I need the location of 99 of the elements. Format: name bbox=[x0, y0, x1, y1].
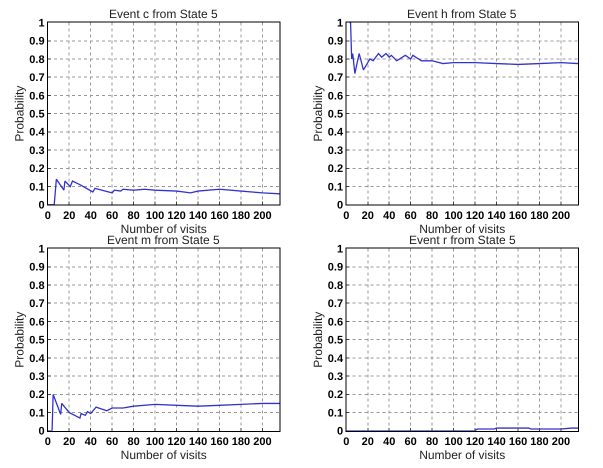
y-tick-label: 0.4 bbox=[29, 352, 46, 365]
y-tick-label: 0.8 bbox=[29, 280, 45, 292]
y-tick-label: 0.1 bbox=[328, 181, 344, 194]
x-axis-title: Number of visits bbox=[419, 222, 506, 236]
y-tick-label: 0.4 bbox=[29, 126, 46, 139]
y-tick-label: 1 bbox=[38, 243, 45, 256]
y-axis-title: Probability bbox=[12, 86, 27, 142]
y-tick-label: 0.9 bbox=[328, 262, 344, 274]
y-tick-label: 0.4 bbox=[328, 126, 344, 139]
y-tick-label: 0.6 bbox=[29, 316, 45, 328]
x-tick-label: 140 bbox=[487, 210, 506, 222]
x-tick-label: 160 bbox=[210, 436, 229, 448]
x-tick-label: 100 bbox=[444, 436, 463, 448]
x-tick-label: 80 bbox=[128, 436, 140, 448]
x-tick-label: 120 bbox=[167, 436, 186, 448]
x-tick-label: 120 bbox=[466, 210, 484, 222]
y-tick-label: 0.5 bbox=[328, 334, 344, 347]
x-tick-label: 160 bbox=[508, 210, 528, 222]
x-tick-label: 20 bbox=[63, 210, 76, 222]
y-tick-label: 1 bbox=[336, 17, 344, 30]
x-tick-label: 80 bbox=[426, 210, 438, 222]
y-tick-label: 0.3 bbox=[328, 144, 344, 157]
y-tick-label: 0 bbox=[38, 200, 45, 212]
x-axis-title: Number of visits bbox=[419, 448, 506, 462]
y-tick-label: 1 bbox=[38, 17, 45, 30]
y-tick-label: 0.9 bbox=[328, 36, 344, 48]
x-tick-label: 20 bbox=[362, 210, 374, 222]
x-tick-label: 120 bbox=[167, 210, 186, 222]
chart-title: Event r from State 5 bbox=[409, 233, 516, 247]
line-series bbox=[48, 178, 280, 205]
y-tick-label: 0.9 bbox=[29, 262, 45, 274]
x-tick-label: 180 bbox=[530, 210, 549, 222]
x-tick-label: 140 bbox=[188, 436, 208, 448]
y-tick-label: 0 bbox=[38, 426, 45, 438]
y-tick-label: 0.5 bbox=[29, 108, 45, 120]
y-axis-title: Probability bbox=[311, 312, 326, 368]
y-tick-label: 0.1 bbox=[29, 407, 45, 420]
y-tick-label: 0.5 bbox=[29, 334, 45, 347]
x-tick-label: 180 bbox=[232, 210, 250, 222]
x-tick-label: 100 bbox=[444, 210, 463, 222]
y-tick-label: 0.3 bbox=[29, 370, 45, 383]
x-tick-label: 60 bbox=[404, 210, 417, 222]
y-tick-label: 0.1 bbox=[29, 181, 45, 194]
x-tick-label: 200 bbox=[552, 210, 570, 222]
x-tick-label: 200 bbox=[253, 210, 272, 222]
line-series bbox=[348, 22, 578, 74]
chart-title: Event m from State 5 bbox=[107, 233, 220, 247]
y-tick-label: 0.2 bbox=[328, 163, 344, 176]
y-tick-label: 0.1 bbox=[328, 407, 344, 420]
x-tick-label: 60 bbox=[404, 436, 417, 448]
x-tick-label: 40 bbox=[84, 436, 97, 448]
x-tick-label: 80 bbox=[128, 210, 140, 222]
y-tick-label: 0 bbox=[336, 426, 344, 438]
y-tick-label: 0.8 bbox=[328, 54, 344, 66]
x-tick-label: 100 bbox=[146, 436, 164, 448]
y-tick-label: 0.4 bbox=[328, 352, 344, 365]
x-tick-label: 180 bbox=[530, 436, 549, 448]
y-tick-label: 0.6 bbox=[29, 90, 45, 102]
x-tick-label: 160 bbox=[210, 210, 229, 222]
x-axis-title: Number of visits bbox=[120, 222, 207, 236]
x-tick-label: 200 bbox=[552, 436, 570, 448]
x-tick-label: 140 bbox=[188, 210, 208, 222]
y-tick-label: 0.2 bbox=[29, 163, 45, 176]
y-tick-label: 0.6 bbox=[328, 90, 344, 102]
x-tick-label: 180 bbox=[232, 436, 250, 448]
x-tick-label: 60 bbox=[106, 210, 118, 222]
y-tick-label: 0.6 bbox=[328, 316, 344, 328]
y-tick-label: 0.7 bbox=[328, 72, 344, 84]
x-tick-label: 200 bbox=[253, 436, 272, 448]
line-series bbox=[48, 394, 280, 431]
chart-title: Event h from State 5 bbox=[407, 7, 517, 21]
x-tick-label: 20 bbox=[63, 436, 76, 448]
y-tick-label: 0.9 bbox=[29, 36, 45, 48]
y-tick-label: 0.8 bbox=[328, 280, 344, 292]
x-tick-label: 140 bbox=[487, 436, 506, 448]
x-tick-label: 20 bbox=[362, 436, 374, 448]
y-tick-label: 0.3 bbox=[328, 370, 344, 383]
chart-title: Event c from State 5 bbox=[109, 7, 218, 21]
y-tick-label: 0.7 bbox=[328, 298, 344, 310]
x-tick-label: 160 bbox=[508, 436, 528, 448]
y-tick-label: 1 bbox=[336, 243, 344, 256]
y-tick-label: 0.5 bbox=[328, 108, 344, 120]
y-tick-label: 0 bbox=[336, 200, 344, 212]
y-tick-label: 0.7 bbox=[29, 298, 45, 310]
y-axis-title: Probability bbox=[311, 86, 326, 142]
y-tick-label: 0.8 bbox=[29, 54, 45, 66]
x-tick-label: 60 bbox=[106, 436, 118, 448]
x-tick-label: 120 bbox=[466, 436, 484, 448]
y-tick-label: 0.2 bbox=[328, 389, 344, 402]
y-tick-label: 0.3 bbox=[29, 144, 45, 157]
x-axis-title: Number of visits bbox=[120, 448, 207, 462]
x-tick-label: 40 bbox=[383, 436, 396, 448]
y-tick-label: 0.7 bbox=[29, 72, 45, 84]
y-axis-title: Probability bbox=[12, 312, 27, 368]
x-tick-label: 80 bbox=[426, 436, 438, 448]
x-tick-label: 40 bbox=[383, 210, 396, 222]
y-tick-label: 0.2 bbox=[29, 389, 45, 402]
x-tick-label: 100 bbox=[146, 210, 164, 222]
x-tick-label: 40 bbox=[84, 210, 97, 222]
